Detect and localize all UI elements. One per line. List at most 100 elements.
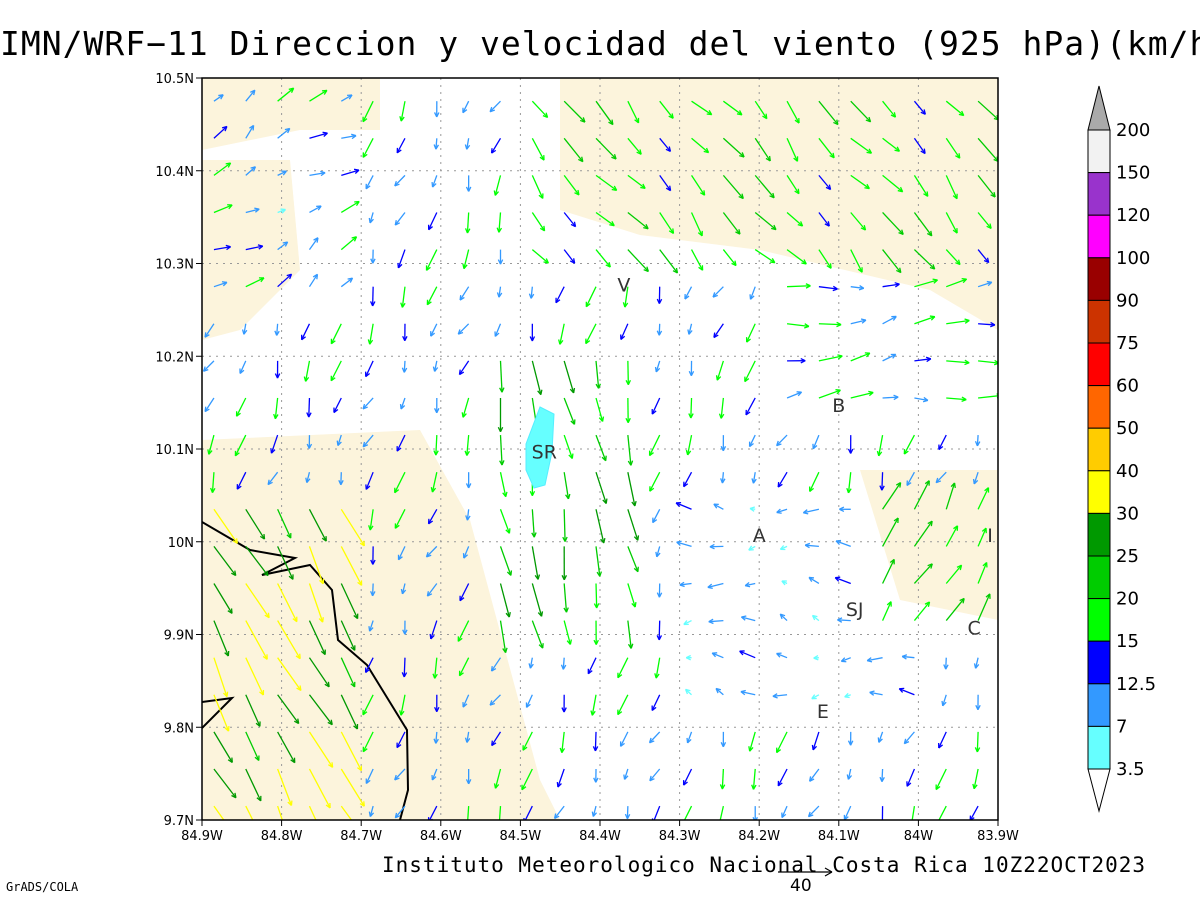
wind-vector (426, 286, 438, 306)
lat-lon-grid (202, 78, 998, 820)
wind-vector (686, 731, 693, 744)
wind-vector (911, 805, 916, 820)
wind-vector (394, 212, 406, 226)
wind-vector (818, 389, 841, 399)
colorbar-bottom-arrow (1087, 768, 1111, 813)
wind-vector (467, 806, 470, 820)
wind-vector (974, 435, 981, 447)
wind-vector (434, 397, 440, 414)
wind-vector (866, 657, 883, 663)
wind-vector (362, 731, 374, 753)
wind-vector (461, 397, 470, 418)
wind-vector (277, 273, 293, 288)
wind-vector (751, 768, 757, 790)
wind-vector (522, 731, 533, 751)
wind-vector (367, 323, 374, 345)
wind-vector (434, 694, 440, 713)
wind-vector (531, 212, 546, 232)
wind-vector (719, 768, 726, 790)
colorbar-label: 7 (1116, 716, 1127, 737)
wind-vector (977, 212, 992, 230)
wind-vector (811, 731, 820, 751)
y-tick-label: 10.4N (155, 165, 194, 180)
wind-vector (720, 435, 727, 452)
wind-vector (563, 137, 584, 163)
wind-vector (490, 657, 502, 672)
wind-vector (882, 517, 899, 547)
wind-vector (839, 506, 851, 513)
wind-vector (754, 211, 777, 231)
wind-vector (365, 360, 374, 378)
wind-vector (651, 694, 661, 711)
wind-vector (213, 94, 224, 102)
x-tick-label: 84.9W (181, 829, 223, 844)
y-tick-label: 10.5N (155, 72, 194, 87)
wind-vector (531, 583, 544, 617)
wind-vector (340, 200, 360, 214)
wind-vector (370, 249, 376, 264)
wind-vector (718, 397, 725, 419)
wind-vector (465, 175, 472, 192)
wind-vector (563, 174, 580, 196)
wind-vector (593, 620, 599, 645)
wind-vector (306, 435, 313, 449)
wind-vector (945, 597, 965, 621)
wind-vector (690, 212, 703, 237)
colorbar-swatch (1087, 427, 1111, 472)
wind-vector (707, 582, 724, 590)
plot-area: SR B A SJ C E V I (201, 77, 999, 821)
wind-vector (213, 694, 230, 732)
wind-vector (213, 583, 233, 614)
colorbar-swatch (1087, 725, 1111, 770)
wind-vector (499, 620, 508, 654)
wind-vector (213, 244, 231, 251)
shade-w (202, 160, 300, 340)
wind-vector (245, 124, 255, 139)
wind-vector (943, 657, 949, 670)
wind-vector (464, 212, 471, 234)
wind-vector (972, 471, 979, 485)
wind-vector (499, 360, 505, 393)
colorbar-swatch (1087, 172, 1111, 216)
wind-vector (531, 620, 544, 649)
wind-vector (245, 89, 256, 102)
wind-vector (563, 212, 577, 228)
wind-vector (394, 508, 406, 529)
wind-vector (277, 127, 291, 139)
wind-vector (340, 731, 363, 772)
wind-vector (433, 101, 440, 118)
wind-vector (394, 174, 406, 187)
x-tick-label: 84.2W (738, 829, 780, 844)
wind-vector (945, 175, 958, 200)
wind-vector (648, 434, 661, 457)
wind-vector (401, 657, 408, 678)
wind-vector (493, 768, 502, 789)
wind-vector (245, 694, 261, 727)
wind-vector (882, 315, 897, 325)
wind-vector (531, 100, 549, 119)
wind-vector (850, 352, 871, 362)
shade-nw (202, 78, 380, 150)
wind-vector (430, 323, 438, 337)
wind-vector (913, 601, 931, 621)
wind-vector (850, 390, 874, 399)
wind-vector (457, 620, 470, 642)
wind-vector (818, 321, 842, 328)
wind-vector (818, 285, 838, 292)
wind-vector (459, 286, 470, 301)
colorbar-top-arrow (1087, 85, 1111, 131)
wind-vector (624, 806, 631, 820)
wind-vector (394, 805, 406, 819)
y-tick-label: 10.3N (155, 258, 194, 273)
wind-vector (202, 360, 215, 372)
wind-vector (308, 768, 331, 809)
wind-vector (340, 694, 359, 730)
wind-vector (365, 471, 374, 490)
wind-vector (528, 286, 535, 299)
wind-vector (245, 768, 262, 802)
colorbar-label: 100 (1116, 248, 1150, 269)
wind-vector (740, 615, 756, 622)
wind-vector (277, 208, 286, 214)
wind-vector (786, 138, 799, 162)
wind-vector (210, 472, 216, 493)
